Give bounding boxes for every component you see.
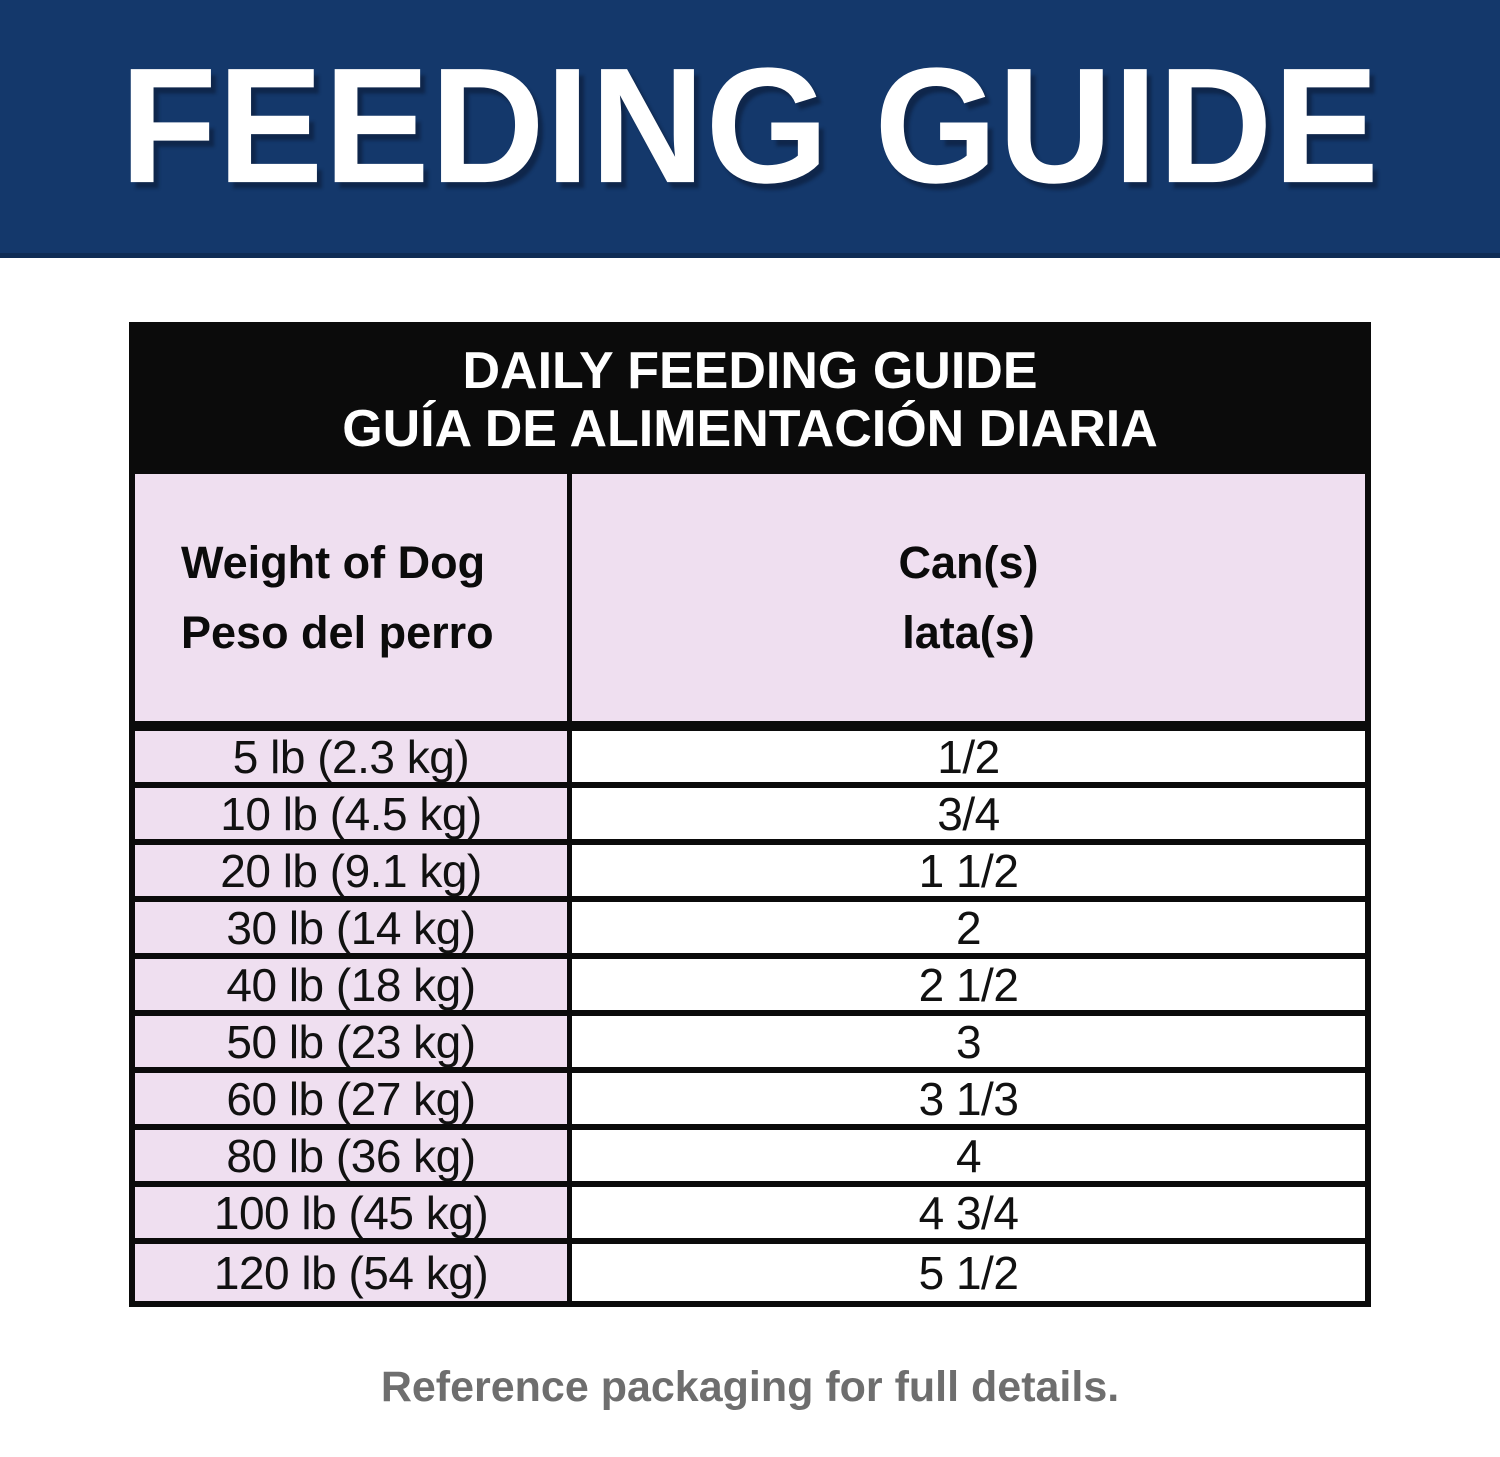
weight-cell: 80 lb (36 kg)	[135, 1129, 572, 1182]
cans-cell: 5 1/2	[572, 1244, 1365, 1302]
cans-value: 1/2	[937, 730, 1000, 783]
weight-cell: 100 lb (45 kg)	[135, 1186, 572, 1239]
cans-value: 3 1/3	[918, 1072, 1019, 1125]
cans-value: 3/4	[937, 787, 1000, 840]
weight-cell: 5 lb (2.3 kg)	[135, 730, 572, 783]
weight-header-spanish: Peso del perro	[181, 606, 494, 658]
weight-value: 60 lb (27 kg)	[226, 1072, 476, 1125]
weight-value: 100 lb (45 kg)	[213, 1186, 489, 1239]
table-title-spanish: GUÍA DE ALIMENTACIÓN DIARIA	[342, 400, 1158, 459]
cans-value: 4 3/4	[918, 1186, 1019, 1239]
banner-title: FEEDING GUIDE	[120, 34, 1380, 218]
weight-value: 80 lb (36 kg)	[226, 1129, 476, 1182]
cans-value: 2 1/2	[918, 958, 1019, 1011]
table-row: 100 lb (45 kg) 4 3/4	[135, 1186, 1365, 1245]
table-row: 20 lb (9.1 kg) 1 1/2	[135, 844, 1365, 903]
cans-value: 3	[955, 1015, 982, 1068]
weight-cell: 10 lb (4.5 kg)	[135, 787, 572, 840]
cans-value: 5 1/2	[918, 1246, 1019, 1299]
table-row: 120 lb (54 kg) 5 1/2	[135, 1244, 1365, 1302]
table-row: 5 lb (2.3 kg) 1/2	[135, 730, 1365, 789]
weight-value: 40 lb (18 kg)	[226, 958, 476, 1011]
weight-value: 50 lb (23 kg)	[226, 1015, 476, 1068]
cans-cell: 3	[572, 1015, 1365, 1068]
cans-value: 4	[955, 1129, 982, 1182]
weight-value: 120 lb (54 kg)	[213, 1246, 489, 1299]
weight-cell: 60 lb (27 kg)	[135, 1072, 572, 1125]
daily-feeding-guide-table: DAILY FEEDING GUIDE GUÍA DE ALIMENTACIÓN…	[129, 322, 1371, 1308]
cans-value: 2	[955, 901, 982, 954]
feeding-guide-banner: FEEDING GUIDE	[0, 0, 1500, 258]
weight-value: 10 lb (4.5 kg)	[220, 787, 482, 840]
cans-value: 1 1/2	[918, 844, 1019, 897]
table-row: 50 lb (23 kg) 3	[135, 1015, 1365, 1074]
weight-cell: 20 lb (9.1 kg)	[135, 844, 572, 897]
table-title-english: DAILY FEEDING GUIDE	[462, 342, 1038, 400]
weight-cell: 30 lb (14 kg)	[135, 901, 572, 954]
weight-cell: 40 lb (18 kg)	[135, 958, 572, 1011]
cans-cell: 1 1/2	[572, 844, 1365, 897]
footer-note: Reference packaging for full details.	[380, 1363, 1120, 1412]
weight-value: 5 lb (2.3 kg)	[232, 730, 470, 783]
column-headers-row: Weight of Dog Peso del perro Can(s) lata…	[135, 474, 1365, 732]
table-row: 80 lb (36 kg) 4	[135, 1129, 1365, 1188]
cans-cell: 2 1/2	[572, 958, 1365, 1011]
cans-cell: 3 1/3	[572, 1072, 1365, 1125]
table-title: DAILY FEEDING GUIDE GUÍA DE ALIMENTACIÓN…	[135, 328, 1365, 475]
cans-cell: 4 3/4	[572, 1186, 1365, 1239]
cans-header-english: Can(s)	[898, 537, 1039, 589]
cans-cell: 1/2	[572, 730, 1365, 783]
table-row: 30 lb (14 kg) 2	[135, 901, 1365, 960]
table-row: 40 lb (18 kg) 2 1/2	[135, 958, 1365, 1017]
cans-column-header: Can(s) lata(s)	[572, 474, 1365, 721]
weight-cell: 50 lb (23 kg)	[135, 1015, 572, 1068]
cans-cell: 3/4	[572, 787, 1365, 840]
cans-header-spanish: lata(s)	[902, 606, 1035, 658]
weight-value: 30 lb (14 kg)	[226, 901, 476, 954]
weight-cell: 120 lb (54 kg)	[135, 1244, 572, 1302]
weight-header-english: Weight of Dog	[181, 537, 486, 589]
weight-column-header: Weight of Dog Peso del perro	[135, 474, 572, 722]
weight-value: 20 lb (9.1 kg)	[220, 844, 482, 897]
table-row: 10 lb (4.5 kg) 3/4	[135, 787, 1365, 846]
cans-cell: 4	[572, 1129, 1365, 1182]
table-body: 5 lb (2.3 kg) 1/2 10 lb (4.5 kg) 3/4 20 …	[135, 730, 1365, 1302]
cans-cell: 2	[572, 901, 1365, 954]
table-row: 60 lb (27 kg) 3 1/3	[135, 1072, 1365, 1131]
